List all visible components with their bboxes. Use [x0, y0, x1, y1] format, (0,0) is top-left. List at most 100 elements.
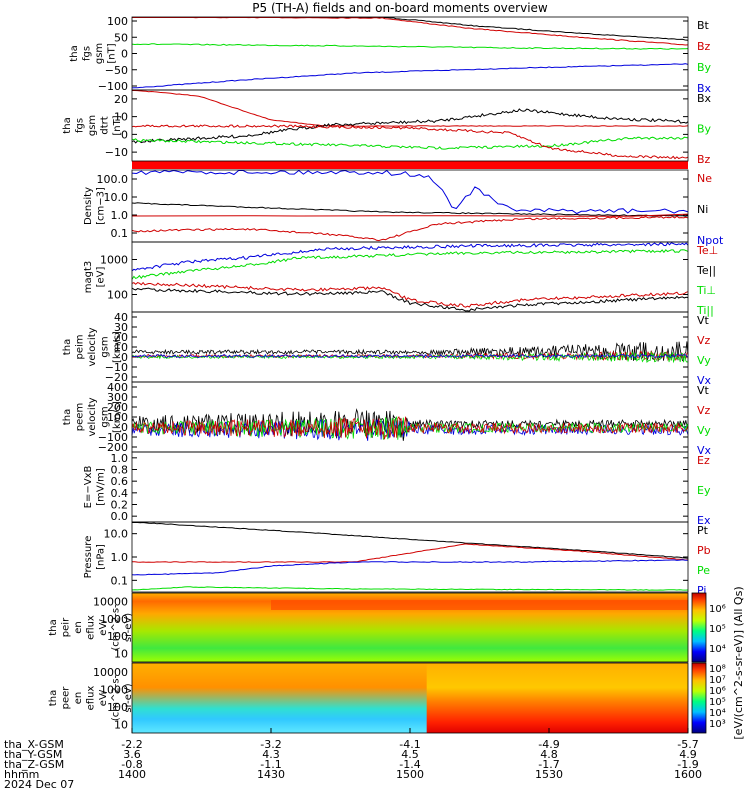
- y-axis-label: [km/s]: [112, 331, 123, 363]
- y-tick-label: 10.0: [104, 528, 129, 541]
- y-axis-label: eflux: [86, 615, 97, 640]
- legend-vt: Vt: [697, 384, 710, 397]
- legend-vx: Vx: [697, 444, 712, 457]
- legend-bt: Bt: [697, 19, 710, 32]
- y-tick-label: 20: [114, 331, 128, 344]
- y-tick-label: 0.1: [111, 574, 129, 587]
- colorbar-tick-label: 10⁷: [709, 675, 726, 686]
- panel-3: 100.0 10.0 1.0 0.1 Density [cm−3] Ne Ni Npot: [83, 172, 724, 247]
- y-axis-label: gsm: [100, 336, 111, 357]
- x-tick-label: -5.7: [677, 738, 698, 751]
- x-tick-label: -1.4: [399, 758, 420, 771]
- y-axis-label: [mV/m]: [96, 468, 107, 506]
- x-tick-label: 1500: [396, 768, 424, 781]
- legend-bx: Bx: [697, 92, 712, 105]
- panel-4: 1000 100 magt3 [eV] Te⊥ Te|| Ti⊥ Ti||: [83, 244, 718, 317]
- legend-ey: Ey: [697, 484, 711, 497]
- y-axis-label: fgs: [75, 118, 86, 133]
- colorbar-tick-label: 10³: [709, 719, 726, 730]
- pb-trace: [132, 543, 689, 563]
- y-axis-label: gsm: [94, 43, 105, 64]
- y-tick-label: 400: [107, 381, 128, 394]
- y-tick-label: 1000: [100, 683, 128, 696]
- ne-trace: [131, 215, 689, 242]
- y-tick-label: 0: [121, 48, 128, 61]
- legend-pb: Pb: [697, 544, 711, 557]
- y-tick-label: 100.0: [97, 173, 129, 186]
- y-axis-label: peem: [75, 403, 86, 431]
- colorbar-label: [eV/(cm^2-s-sr-eV)] (All Qs): [732, 586, 745, 739]
- legend-bz: Bz: [697, 40, 711, 53]
- x-row-label: hhmm: [4, 768, 39, 781]
- legend-vz: Vz: [697, 334, 711, 347]
- panel-9: 10000 1000 100 10 tha peir en eflux eV/(cm^2-s-s…: [48, 596, 688, 660]
- y-tick-label: 0: [121, 128, 128, 141]
- x-row-label: tha_Y-GSM: [4, 748, 62, 761]
- y-tick-label: 0.4: [111, 487, 129, 500]
- y-axis-label: [nT]: [107, 43, 118, 63]
- y-tick-label: 100: [107, 701, 128, 714]
- y-tick-label: 1000: [100, 254, 128, 267]
- vt-trace: [131, 341, 689, 362]
- panel-1: 100 50 0 −50 −100 tha fgs gsm [nT] Bt Bz By Bx: [69, 15, 712, 95]
- pi-trace: [131, 559, 688, 576]
- y-tick-label: 10.0: [104, 191, 129, 204]
- legend-vy: Vy: [697, 354, 711, 367]
- y-axis-label: (cm^2-s-: [111, 604, 122, 651]
- legend-by: By: [697, 123, 712, 136]
- colorbar-top: [691, 592, 707, 663]
- y-axis-label: fgs: [82, 46, 93, 61]
- x-tick-label: -4.9: [538, 738, 559, 751]
- x-tick-label: -0.8: [121, 758, 142, 771]
- y-axis-label: peim: [75, 334, 86, 359]
- ni-trace: [131, 202, 689, 217]
- x-tick-label: -4.1: [399, 738, 420, 751]
- y-tick-label: 1.0: [111, 209, 129, 222]
- colorbar-tick-label: 10⁵: [709, 624, 726, 635]
- y-tick-label: −10: [105, 361, 128, 374]
- legend-ez: Ez: [697, 454, 710, 467]
- x-tick-label: 1600: [674, 768, 702, 781]
- y-tick-label: 200: [107, 401, 128, 414]
- x-tick-label: -1.7: [538, 758, 559, 771]
- y-axis-label: magt3: [83, 261, 94, 294]
- panel-2: 20 10 0 −10 tha fgs gsm dtrt [nT] Bx By Bz: [62, 92, 712, 166]
- y-tick-label: 10000: [93, 596, 128, 609]
- y-tick-label: 100: [107, 15, 128, 28]
- y-axis-label: [cm−3]: [96, 187, 107, 225]
- npot-trace: [131, 169, 689, 215]
- panel-8: 10.0 1.0 0.1 Pressure [nPa] Pt Pb Pe Pi: [83, 524, 711, 597]
- y-tick-label: 0.8: [111, 464, 129, 477]
- y-tick-label: 0: [121, 421, 128, 434]
- colorbar-tick-label: 10⁶: [709, 686, 726, 697]
- panel-10: 10000 1000 100 10 tha peer en eflux eV/(cm^2-s-s…: [48, 666, 688, 731]
- y-tick-label: 0: [121, 351, 128, 364]
- legend-ti⊥: Ti⊥: [696, 284, 716, 297]
- by-trace-2: [131, 136, 689, 150]
- y-tick-label: −50: [105, 64, 128, 77]
- y-tick-label: −100: [98, 80, 128, 93]
- y-tick-label: 0.1: [111, 227, 129, 240]
- y-tick-label: 10: [114, 718, 128, 731]
- y-axis-label: eV/: [98, 619, 109, 636]
- x-tick-label: 4.5: [401, 748, 419, 761]
- x-tick-label: 4.8: [540, 748, 558, 761]
- te-par-trace: [131, 281, 689, 308]
- y-tick-label: 100: [107, 630, 128, 643]
- y-tick-label: −20: [105, 371, 128, 384]
- legend-bx: Bx: [697, 82, 712, 95]
- x-tick-label: 1530: [535, 768, 563, 781]
- colorbar-tick-label: 10⁵: [709, 697, 726, 708]
- ion-peak-band: [271, 600, 688, 610]
- y-tick-label: 0.0: [111, 510, 129, 523]
- y-axis-label: [nT]: [112, 115, 123, 135]
- legend-bz: Bz: [697, 153, 711, 166]
- legend-te⊥: Te⊥: [696, 244, 718, 257]
- vy-trace-2: [131, 415, 689, 441]
- legend-pt: Pt: [697, 524, 709, 537]
- x-row-label: 2024 Dec 07: [4, 778, 74, 791]
- electron-spectrogram-hot: [426, 663, 688, 733]
